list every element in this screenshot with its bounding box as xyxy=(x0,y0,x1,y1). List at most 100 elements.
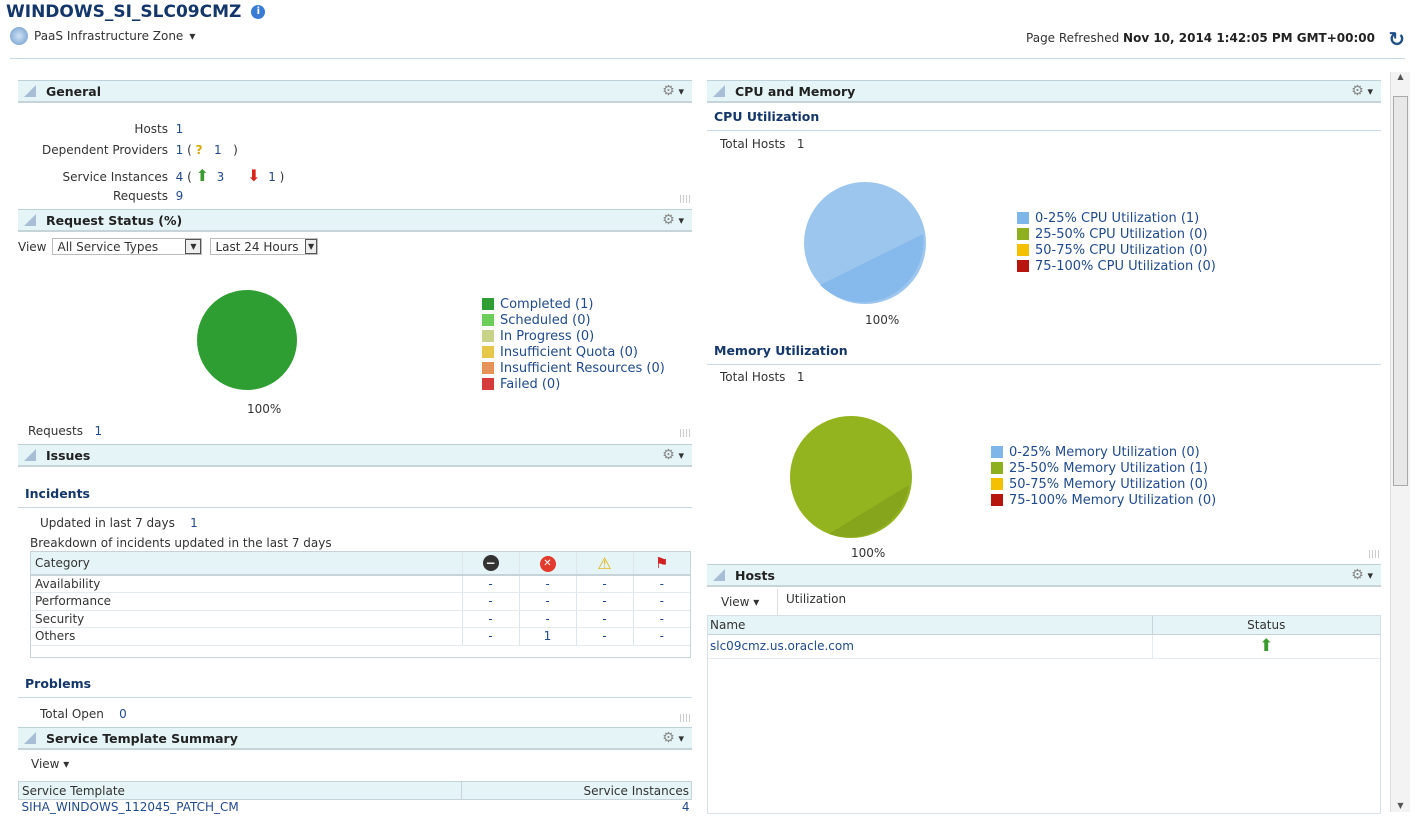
flag-icon: ⚑ xyxy=(655,554,669,572)
count-cell: - xyxy=(545,611,550,626)
si-up-link[interactable]: 3 xyxy=(216,170,225,184)
count-cell: - xyxy=(602,577,607,591)
legend-swatch xyxy=(1017,260,1029,272)
category-cell: Others xyxy=(31,627,462,646)
legend-item[interactable]: 0-25% Memory Utilization (0) xyxy=(991,444,1216,460)
legend-item[interactable]: Insufficient Quota (0) xyxy=(482,344,665,360)
dep-unknown-link[interactable]: 1 xyxy=(214,143,222,157)
hosts-label: Hosts xyxy=(134,122,168,136)
legend-item[interactable]: In Progress (0) xyxy=(482,328,665,344)
fatal-icon: − xyxy=(482,555,499,571)
category-cell: Security xyxy=(31,610,462,628)
scrollbar-thumb[interactable] xyxy=(1393,96,1408,486)
category-cell: Performance xyxy=(31,592,462,611)
hosts-link[interactable]: 1 xyxy=(175,122,184,136)
legend-label: Insufficient Resources (0) xyxy=(500,360,665,376)
legend-label: 50-75% CPU Utilization (0) xyxy=(1035,242,1208,258)
legend-item[interactable]: Insufficient Resources (0) xyxy=(482,360,665,376)
scroll-up-icon[interactable]: ▲ xyxy=(1397,72,1404,81)
view-menu[interactable]: View ▾ xyxy=(721,595,760,609)
legend-swatch xyxy=(1017,212,1029,224)
up-arrow-icon: ⬆ xyxy=(1259,636,1274,656)
count-link[interactable]: 4 xyxy=(681,800,690,814)
count-cell[interactable]: 1 xyxy=(543,629,552,644)
up-arrow-icon: ⬆ xyxy=(195,166,209,185)
dep-link[interactable]: 1 xyxy=(175,143,184,157)
unknown-status-icon: ? xyxy=(195,143,203,157)
legend-item[interactable]: 25-50% CPU Utilization (0) xyxy=(1017,226,1216,242)
gear-icon[interactable]: ⚙ xyxy=(1351,83,1373,99)
critical-icon: ✕ xyxy=(539,555,556,572)
service-type-select[interactable]: All Service Types ▼ xyxy=(52,238,203,255)
view-menu[interactable]: View ▾ xyxy=(31,757,70,771)
updated-link[interactable]: 1 xyxy=(190,516,198,530)
request-pie xyxy=(197,290,297,390)
view-label: View xyxy=(18,239,47,254)
gear-icon[interactable]: ⚙ xyxy=(662,730,684,746)
legend-item[interactable]: 75-100% Memory Utilization (0) xyxy=(991,492,1216,508)
open-link[interactable]: 0 xyxy=(119,707,127,721)
collapse-icon[interactable] xyxy=(24,85,36,97)
service-template-panel: Service Template Summary ⚙ View ▾ Service… xyxy=(18,727,692,818)
scrollbar[interactable]: ▲ ▼ xyxy=(1390,72,1410,812)
gear-icon[interactable]: ⚙ xyxy=(1351,567,1373,583)
scroll-down-icon[interactable]: ▼ xyxy=(1397,801,1404,810)
count-cell: - xyxy=(659,629,664,644)
count-cell: - xyxy=(488,629,493,644)
table-row: SIHA_WINDOWS_112045_PATCH_CM 4 xyxy=(19,800,692,814)
resize-handle[interactable] xyxy=(1369,550,1379,558)
legend-item[interactable]: 25-50% Memory Utilization (1) xyxy=(991,460,1216,476)
collapse-icon[interactable] xyxy=(713,569,725,581)
requests-link[interactable]: 1 xyxy=(94,424,103,438)
table-row: Performance - - - - xyxy=(31,592,690,611)
si-link[interactable]: 4 xyxy=(175,170,184,184)
memory-legend: 0-25% Memory Utilization (0) 25-50% Memor… xyxy=(991,444,1216,508)
resize-handle[interactable] xyxy=(680,195,690,203)
collapse-icon[interactable] xyxy=(24,449,36,461)
refresh-label: Page Refreshed xyxy=(1026,31,1120,45)
page-title: WINDOWS_SI_SLC09CMZ xyxy=(6,2,242,22)
count-cell: - xyxy=(602,629,607,644)
legend-item[interactable]: Failed (0) xyxy=(482,376,665,392)
legend-swatch xyxy=(991,478,1003,490)
gear-icon[interactable]: ⚙ xyxy=(662,447,684,463)
req-link[interactable]: 9 xyxy=(175,189,184,203)
gear-icon[interactable]: ⚙ xyxy=(662,212,684,228)
pie-shading xyxy=(829,485,909,538)
gear-icon[interactable]: ⚙ xyxy=(662,83,684,99)
collapse-icon[interactable] xyxy=(24,732,36,744)
cpu-memory-panel: CPU and Memory ⚙ CPU Utilization Total Ho… xyxy=(707,80,1381,560)
legend-item[interactable]: 50-75% Memory Utilization (0) xyxy=(991,476,1216,492)
collapse-icon[interactable] xyxy=(24,214,36,226)
host-link[interactable]: slc09cmz.us.oracle.com xyxy=(710,639,854,653)
panel-title: CPU and Memory xyxy=(735,83,856,99)
zone-menu[interactable]: PaaS Infrastructure Zone ▾ xyxy=(10,27,195,45)
period-select[interactable]: Last 24 Hours ▼ xyxy=(210,238,319,255)
refresh-icon[interactable]: ↻ xyxy=(1388,27,1405,51)
legend-item[interactable]: 75-100% CPU Utilization (0) xyxy=(1017,258,1216,274)
legend-item[interactable]: 0-25% CPU Utilization (1) xyxy=(1017,210,1216,226)
cpu-total: 1 xyxy=(796,137,805,151)
pie-slice-completed[interactable] xyxy=(197,290,297,390)
si-down-link[interactable]: 1 xyxy=(268,170,276,184)
count-cell: - xyxy=(488,594,493,609)
legend-swatch xyxy=(482,378,494,390)
panel-title: Service Template Summary xyxy=(46,730,238,746)
mem-total: 1 xyxy=(796,370,805,384)
resize-handle[interactable] xyxy=(680,429,690,437)
legend-item[interactable]: Scheduled (0) xyxy=(482,312,665,328)
legend-item[interactable]: Completed (1) xyxy=(482,296,665,312)
resize-handle[interactable] xyxy=(680,714,690,722)
title-bar: WINDOWS_SI_SLC09CMZ i xyxy=(6,2,266,22)
pie-slice-25-50[interactable] xyxy=(790,416,912,538)
collapse-icon[interactable] xyxy=(713,85,725,97)
updated-label: Updated in last 7 days xyxy=(40,516,175,530)
category-header: Category xyxy=(31,552,462,576)
general-panel: General⚙ Hosts 1 Dependent Providers 1 (… xyxy=(18,80,692,205)
legend-item[interactable]: 50-75% CPU Utilization (0) xyxy=(1017,242,1216,258)
tab-utilization[interactable]: Utilization xyxy=(777,589,854,615)
template-link[interactable]: SIHA_WINDOWS_112045_PATCH_CM xyxy=(21,800,239,814)
info-icon[interactable]: i xyxy=(251,5,266,19)
legend-label: 0-25% Memory Utilization (0) xyxy=(1009,444,1200,460)
